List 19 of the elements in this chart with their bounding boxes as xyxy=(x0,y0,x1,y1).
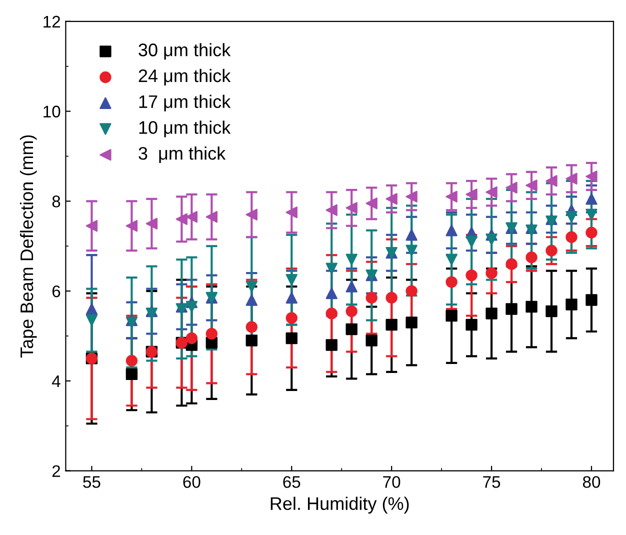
legend-label: 17 μm thick xyxy=(139,94,231,112)
y-tick-label: 8 xyxy=(52,196,60,208)
x-tick-label: 55 xyxy=(83,476,100,488)
y-tick-label: 6 xyxy=(52,285,60,298)
x-tick-label: 80 xyxy=(582,476,600,488)
y-tick-label: 10 xyxy=(44,106,60,118)
x-tick-label: 75 xyxy=(483,476,500,488)
x-tick-label: 65 xyxy=(283,476,300,488)
x-axis-title: Rel. Humidity (%) xyxy=(270,496,409,514)
legend-label: 24 μm thick xyxy=(138,68,231,86)
y-tick-label: 4 xyxy=(52,375,60,387)
legend-label: 30 μm thick xyxy=(138,43,231,60)
y-tick-label: 12 xyxy=(44,16,60,28)
x-tick-label: 70 xyxy=(383,476,400,488)
y-tick-label: 2 xyxy=(52,465,60,477)
legend-label: 10 μm thick xyxy=(139,120,231,138)
legend-label: 3 μm thick xyxy=(138,146,226,164)
y-axis-title: Tape Beam Deflection (mm) xyxy=(20,135,37,358)
x-tick-label: 60 xyxy=(183,476,200,488)
